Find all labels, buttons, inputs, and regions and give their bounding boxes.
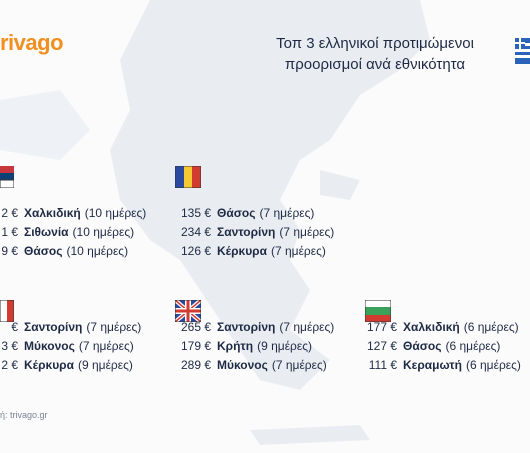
destination-group: 2 € Χαλκιδική (10 ημέρες) 1 € Σιθωνία (10 ημέ… [0,204,146,261]
destination: Θάσος [403,339,442,353]
destination-row: 126 € Κέρκυρα (7 ημέρες) [175,242,334,261]
destination: Σαντορίνη [217,320,276,334]
flag-romania [175,166,201,188]
destination: Θάσος [24,244,63,258]
duration: (7 ημέρες) [271,358,327,372]
destination: Κρήτη [217,339,254,353]
destination-row: 234 € Σαντορίνη (7 ημέρες) [175,223,334,242]
destination: Σαντορίνη [217,225,276,239]
price: 126 € [180,244,211,258]
destination-group: 177 € Χαλκιδική (6 ημέρες) 127 € Θάσος (6 ημέ… [365,318,521,375]
flag-greece [515,38,530,64]
flag-serbia [0,166,14,188]
destination-row: 2 € Κέρκυρα (9 ημέρες) [0,356,141,375]
flag-bulgaria [365,300,391,322]
duration: (10 ημέρες) [72,225,135,239]
price: € [11,320,18,334]
destination-row: 177 € Χαλκιδική (6 ημέρες) [365,318,521,337]
destination: Σαντορίνη [24,320,83,334]
logo: rivago [0,30,64,55]
destination-row: 9 € Θάσος (10 ημέρες) [0,242,146,261]
destination: Μύκονος [217,358,268,372]
destination-row: 135 € Θάσος (7 ημέρες) [175,204,334,223]
map-island [250,425,370,445]
destination-row: € Σαντορίνη (7 ημέρες) [0,318,141,337]
duration: (6 ημέρες) [445,339,501,353]
destination: Μύκονος [24,339,75,353]
price: 127 € [366,339,397,353]
price: 265 € [180,320,211,334]
price: 9 € [1,244,18,258]
price: 289 € [180,358,211,372]
destination-row: 289 € Μύκονος (7 ημέρες) [175,356,334,375]
destination-row: 111 € Κεραμωτή (6 ημέρες) [365,356,521,375]
destination-row: 1 € Σιθωνία (10 ημέρες) [0,223,146,242]
duration: (7 ημέρες) [86,320,142,334]
map-mainland [110,0,430,390]
price: 3 € [1,339,18,353]
duration: (9 ημέρες) [77,358,133,372]
duration: (6 ημέρες) [466,358,521,372]
source: ή: trivago.gr [0,410,48,420]
flag-country [0,300,14,322]
destination: Χαλκιδική [24,206,81,220]
map-island [320,170,360,200]
price: 177 € [366,320,397,334]
price: 2 € [1,206,18,220]
destination-row: 265 € Σαντορίνη (7 ημέρες) [175,318,334,337]
destination-row: 127 € Θάσος (6 ημέρες) [365,337,521,356]
title: Τοπ 3 ελληνικοί προτιμώμενοι προορισμοί … [255,33,495,75]
price: 1 € [1,225,18,239]
destination: Θάσος [217,206,256,220]
duration: (6 ημέρες) [463,320,519,334]
destination: Χαλκιδική [403,320,460,334]
price: 179 € [180,339,211,353]
duration: (7 ημέρες) [259,206,315,220]
destination: Κέρκυρα [24,358,74,372]
destination-row: 3 € Μύκονος (7 ημέρες) [0,337,141,356]
destination-row: 179 € Κρήτη (9 ημέρες) [175,337,334,356]
duration: (9 ημέρες) [257,339,313,353]
duration: (7 ημέρες) [279,320,335,334]
duration: (10 ημέρες) [84,206,147,220]
destination-group: 135 € Θάσος (7 ημέρες) 234 € Σαντορίνη (7 ημέ… [175,204,334,261]
destination: Κεραμωτή [403,358,462,372]
map-land [0,90,90,160]
title-line: προορισμοί ανά εθνικότητα [284,56,466,73]
price: 234 € [180,225,211,239]
destination-row: 2 € Χαλκιδική (10 ημέρες) [0,204,146,223]
destination: Σιθωνία [24,225,69,239]
duration: (10 ημέρες) [66,244,129,258]
destination-group: € Σαντορίνη (7 ημέρες) 3 € Μύκονος (7 ημέρες)… [0,318,141,375]
duration: (7 ημέρες) [270,244,326,258]
price: 2 € [1,358,18,372]
destination: Κέρκυρα [217,244,267,258]
duration: (7 ημέρες) [279,225,335,239]
flag-uk [175,300,201,322]
duration: (7 ημέρες) [78,339,134,353]
price: 111 € [368,358,397,372]
destination-group: 265 € Σαντορίνη (7 ημέρες) 179 € Κρήτη (9 ημέ… [175,318,334,375]
price: 135 € [180,206,211,220]
title-line: Τοπ 3 ελληνικοί προτιμώμενοι [276,35,474,52]
